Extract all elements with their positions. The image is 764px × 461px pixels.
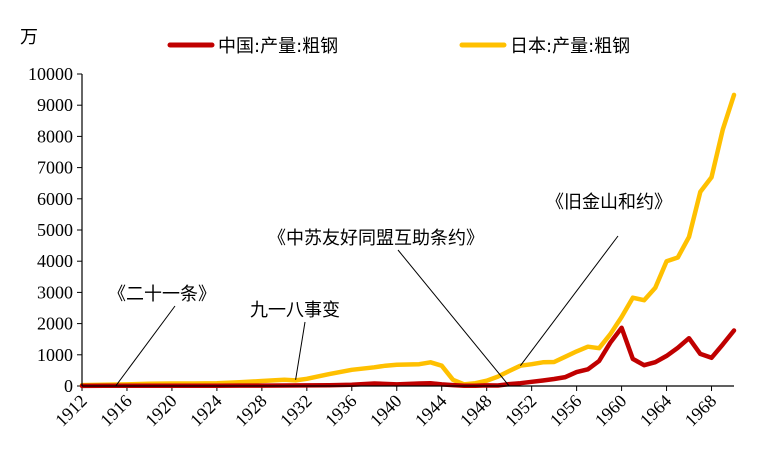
- y-tick-label: 4000: [37, 251, 73, 271]
- x-tick-label: 1960: [591, 391, 631, 431]
- y-axis-unit-label: 万: [20, 27, 38, 48]
- x-tick-label: 1924: [186, 391, 226, 431]
- legend: 中国:产量:粗钢 日本:产量:粗钢: [167, 36, 630, 57]
- x-tick-label: 1928: [231, 391, 271, 431]
- y-tick-label: 3000: [37, 282, 73, 302]
- x-tick-label: 1920: [141, 391, 181, 431]
- y-tick-label: 6000: [37, 189, 73, 209]
- y-tick-label: 5000: [37, 220, 73, 240]
- x-tick-label: 1964: [636, 391, 676, 431]
- x-tick-label: 1936: [321, 391, 361, 431]
- x-tick-label: 1916: [96, 391, 136, 431]
- y-tick-label: 8000: [37, 126, 73, 146]
- x-tick-label: 1952: [501, 391, 541, 431]
- y-tick-label: 9000: [37, 95, 73, 115]
- y-axis: 0 1000 2000 3000 4000 5000 6000 7000 8000 9000 100…: [28, 64, 82, 396]
- x-tick-label: 1948: [456, 391, 496, 431]
- x-tick-label: 1912: [51, 391, 91, 431]
- series-line-japan: [79, 92, 737, 388]
- x-tick-label: 1956: [546, 391, 586, 431]
- annotation-sf-treaty: 《旧金山和约》: [546, 192, 672, 213]
- x-tick-label: 1968: [681, 391, 721, 431]
- series-line-china: [79, 325, 737, 389]
- legend-label-japan: 日本:产量:粗钢: [510, 36, 630, 57]
- legend-label-china: 中国:产量:粗钢: [218, 36, 338, 57]
- annotation-mukden-incident: 九一八事变: [250, 300, 340, 321]
- x-tick-label: 1932: [276, 391, 316, 431]
- annotation-21-demands: 《二十一条》: [108, 284, 216, 305]
- y-tick-label: 0: [64, 376, 73, 396]
- annotation-leader-sino-soviet-treaty: [397, 249, 510, 387]
- x-tick-label: 1940: [366, 391, 406, 431]
- annotation-leader-sf-treaty: [520, 235, 619, 367]
- annotation-leader-mukden-incident: [295, 321, 306, 380]
- annotation-leader-21-demands: [115, 305, 176, 387]
- x-tick-label: 1944: [411, 391, 451, 431]
- annotation-sino-soviet-treaty: 《中苏友好同盟互助条约》: [268, 228, 484, 249]
- y-tick-label: 10000: [28, 64, 73, 84]
- y-tick-label: 7000: [37, 158, 73, 178]
- y-tick-label: 2000: [37, 314, 73, 334]
- y-tick-label: 1000: [37, 345, 73, 365]
- annotations: 《二十一条》 九一八事变 《中苏友好同盟互助条约》 《旧金山和约》: [108, 192, 672, 387]
- x-axis: 1912 1916 1920 1924 1928 1932 1936 1940 1944 1948…: [51, 386, 720, 430]
